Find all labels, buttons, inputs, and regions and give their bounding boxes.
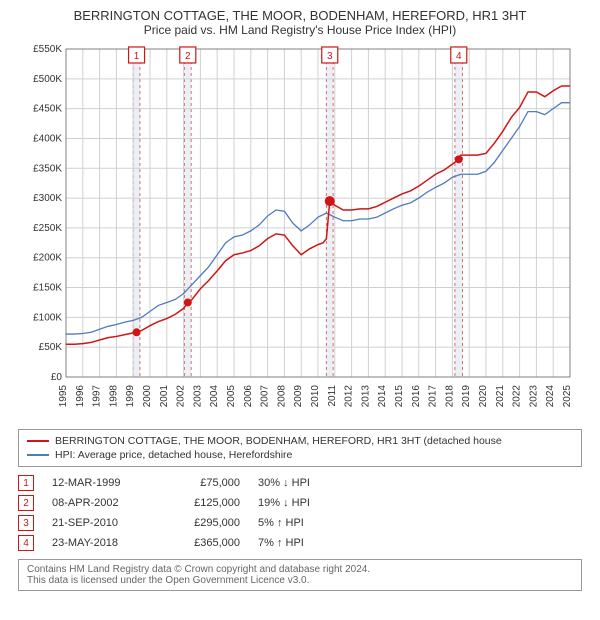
- svg-text:1997: 1997: [92, 385, 103, 408]
- chart-svg: £0 £50K £100K £150K £200K £250K £300K £350K £400…: [20, 43, 580, 423]
- footer-line-2: This data is licensed under the Open Gov…: [27, 575, 573, 586]
- svg-text:2018: 2018: [444, 385, 455, 408]
- callout-date: 08-APR-2002: [52, 497, 152, 509]
- svg-text:£150K: £150K: [33, 283, 62, 294]
- svg-text:1995: 1995: [58, 385, 69, 408]
- callout-date: 12-MAR-1999: [52, 477, 152, 489]
- callout-price: £295,000: [170, 517, 240, 529]
- svg-text:1: 1: [134, 51, 140, 62]
- svg-text:2003: 2003: [192, 385, 203, 408]
- svg-text:4: 4: [456, 51, 462, 62]
- svg-text:2013: 2013: [360, 385, 371, 408]
- chart-area: £0 £50K £100K £150K £200K £250K £300K £350K £400…: [20, 43, 580, 423]
- callout-diff: 7% ↑ HPI: [258, 537, 338, 549]
- svg-text:2016: 2016: [411, 385, 422, 408]
- svg-text:£450K: £450K: [33, 104, 62, 115]
- callout-table: 1 12-MAR-1999 £75,000 30% ↓ HPI 2 08-APR-2002…: [18, 473, 582, 553]
- callout-date: 23-MAY-2018: [52, 537, 152, 549]
- callout-date: 21-SEP-2010: [52, 517, 152, 529]
- svg-text:2010: 2010: [310, 385, 321, 408]
- svg-text:2011: 2011: [327, 385, 338, 407]
- callout-index: 4: [18, 535, 34, 551]
- chart-title: BERRINGTON COTTAGE, THE MOOR, BODENHAM, …: [8, 8, 592, 23]
- callout-row: 4 23-MAY-2018 £365,000 7% ↑ HPI: [18, 533, 582, 553]
- callout-diff: 19% ↓ HPI: [258, 497, 338, 509]
- svg-text:2019: 2019: [461, 385, 472, 408]
- svg-text:£350K: £350K: [33, 163, 62, 174]
- callout-row: 3 21-SEP-2010 £295,000 5% ↑ HPI: [18, 513, 582, 533]
- svg-text:£250K: £250K: [33, 223, 62, 234]
- footer: Contains HM Land Registry data © Crown c…: [18, 559, 582, 591]
- svg-text:2000: 2000: [142, 385, 153, 408]
- legend: BERRINGTON COTTAGE, THE MOOR, BODENHAM, …: [18, 429, 582, 467]
- svg-text:2022: 2022: [512, 385, 523, 408]
- svg-text:2021: 2021: [495, 385, 506, 408]
- svg-text:2012: 2012: [344, 385, 355, 408]
- svg-text:£100K: £100K: [33, 312, 62, 323]
- legend-item: HPI: Average price, detached house, Here…: [27, 448, 573, 462]
- svg-text:2: 2: [185, 51, 191, 62]
- svg-text:1999: 1999: [125, 385, 136, 408]
- svg-text:2017: 2017: [428, 385, 439, 408]
- svg-text:2020: 2020: [478, 385, 489, 408]
- chart-subtitle: Price paid vs. HM Land Registry's House …: [8, 23, 592, 37]
- legend-swatch: [27, 454, 49, 456]
- svg-text:3: 3: [327, 51, 333, 62]
- svg-text:2002: 2002: [176, 385, 187, 408]
- callout-price: £365,000: [170, 537, 240, 549]
- svg-text:2001: 2001: [159, 385, 170, 408]
- svg-text:2015: 2015: [394, 385, 405, 408]
- svg-text:2023: 2023: [528, 385, 539, 408]
- svg-text:2005: 2005: [226, 385, 237, 408]
- svg-text:£200K: £200K: [33, 253, 62, 264]
- legend-item: BERRINGTON COTTAGE, THE MOOR, BODENHAM, …: [27, 434, 573, 448]
- svg-text:£400K: £400K: [33, 133, 62, 144]
- legend-swatch: [27, 440, 49, 442]
- callout-price: £125,000: [170, 497, 240, 509]
- svg-text:2025: 2025: [562, 385, 573, 408]
- svg-text:1996: 1996: [75, 385, 86, 408]
- callout-index: 3: [18, 515, 34, 531]
- svg-text:2007: 2007: [260, 385, 271, 408]
- callout-index: 1: [18, 475, 34, 491]
- svg-text:£0: £0: [51, 372, 63, 383]
- callout-diff: 5% ↑ HPI: [258, 517, 338, 529]
- svg-text:2008: 2008: [276, 385, 287, 408]
- svg-text:2006: 2006: [243, 385, 254, 408]
- callout-diff: 30% ↓ HPI: [258, 477, 338, 489]
- svg-text:£50K: £50K: [39, 342, 63, 353]
- svg-text:2004: 2004: [209, 385, 220, 408]
- svg-text:1998: 1998: [108, 385, 119, 408]
- legend-label: HPI: Average price, detached house, Here…: [55, 449, 292, 461]
- callout-index: 2: [18, 495, 34, 511]
- svg-text:2024: 2024: [545, 385, 556, 408]
- callout-price: £75,000: [170, 477, 240, 489]
- svg-text:£550K: £550K: [33, 44, 62, 55]
- svg-text:2009: 2009: [293, 385, 304, 408]
- callout-row: 1 12-MAR-1999 £75,000 30% ↓ HPI: [18, 473, 582, 493]
- svg-text:2014: 2014: [377, 385, 388, 408]
- footer-line-1: Contains HM Land Registry data © Crown c…: [27, 564, 573, 575]
- legend-label: BERRINGTON COTTAGE, THE MOOR, BODENHAM, …: [55, 435, 502, 447]
- callout-row: 2 08-APR-2002 £125,000 19% ↓ HPI: [18, 493, 582, 513]
- svg-text:£300K: £300K: [33, 193, 62, 204]
- svg-text:£500K: £500K: [33, 74, 62, 85]
